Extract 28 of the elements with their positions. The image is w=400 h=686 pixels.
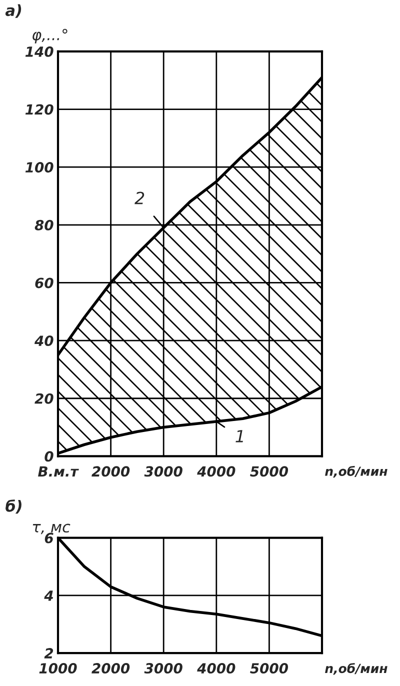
y-tick-label: 40 [34,336,54,346]
y-axis-title: φ,...° [32,28,68,44]
x-tick-label: 5000 [250,663,288,674]
y-tick-label: 60 [35,278,54,288]
x-axis-title: n,об/мин [325,466,388,478]
chart-title: б) [6,499,22,514]
x-tick-label: 1000 [39,663,77,674]
x-tick-label: 3000 [144,466,182,477]
x-tick-label: 5000 [250,466,288,477]
x-tick-label: В.м.т [38,466,79,476]
x-tick-label: 2000 [92,663,130,674]
chart-title: а) [5,4,22,18]
y-tick-label: 20 [34,393,54,404]
x-axis-title: n,об/мин [325,663,388,675]
y-tick-label: 0 [44,451,54,462]
y-tick-label: 100 [25,162,54,173]
x-tick-label: 2000 [92,466,130,477]
legend-label: 1 [236,430,243,442]
y-tick-label: 80 [34,220,54,230]
x-tick-label: 4000 [197,466,236,477]
x-tick-label: 3000 [144,663,182,674]
y-tick-label: 4 [44,590,53,601]
series-label: 2 [134,192,144,204]
y-tick-label: 2 [44,648,54,658]
x-tick-label: 4000 [197,663,236,674]
y-tick-label: 120 [25,104,54,115]
y-tick-label: 6 [44,532,54,544]
y-tick-label: 140 [25,46,54,57]
